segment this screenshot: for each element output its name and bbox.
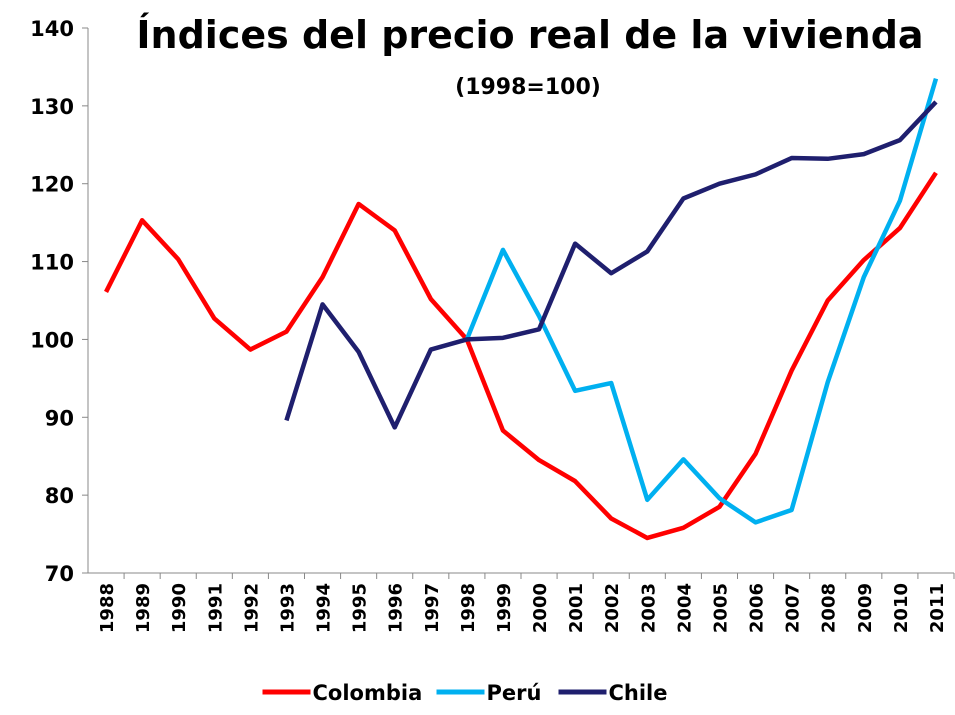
x-tick-label: 2010: [891, 583, 912, 633]
chart-subtitle: (1998=100): [455, 75, 601, 100]
x-tick-label: 2007: [783, 583, 804, 633]
x-tick-label: 2009: [855, 583, 876, 633]
y-tick-label: 140: [30, 17, 74, 41]
y-tick-label: 100: [30, 328, 74, 352]
y-tick-label: 110: [30, 251, 74, 275]
x-tick-label: 1993: [277, 583, 298, 633]
x-tick-label: 2005: [710, 583, 731, 633]
legend-label: Colombia: [313, 681, 423, 705]
x-tick-label: 2003: [638, 583, 659, 633]
x-tick-label: 1994: [314, 583, 335, 633]
x-tick-label: 1995: [350, 583, 371, 633]
legend-label: Chile: [609, 681, 668, 705]
x-tick-label: 2001: [566, 583, 587, 633]
x-tick-label: 1996: [386, 583, 407, 633]
x-tick-label: 2000: [530, 583, 551, 633]
x-tick-label: 1992: [241, 583, 262, 633]
series-line: [284, 100, 938, 430]
chart-title: Índices del precio real de la vivienda: [136, 13, 923, 57]
x-tick-label: 2006: [747, 583, 768, 633]
x-tick-label: 2004: [674, 583, 695, 633]
x-tick-label: 1988: [97, 583, 118, 633]
series-line: [464, 77, 939, 525]
y-tick-label: 70: [45, 562, 74, 586]
series-line: [104, 171, 938, 541]
x-tick-label: 1997: [422, 583, 443, 633]
legend-label: Perú: [487, 681, 542, 705]
x-tick-label: 1999: [494, 583, 515, 633]
x-tick-label: 2002: [602, 583, 623, 633]
x-tick-label: 2008: [819, 583, 840, 633]
y-tick-label: 80: [45, 484, 74, 508]
y-tick-label: 90: [45, 406, 74, 430]
x-tick-label: 1991: [205, 583, 226, 633]
x-tick-label: 1998: [458, 583, 479, 633]
y-tick-label: 120: [30, 173, 74, 197]
x-tick-label: 2011: [927, 583, 948, 633]
y-tick-label: 130: [30, 95, 74, 119]
x-tick-label: 1989: [133, 583, 154, 633]
x-tick-label: 1990: [169, 583, 190, 633]
